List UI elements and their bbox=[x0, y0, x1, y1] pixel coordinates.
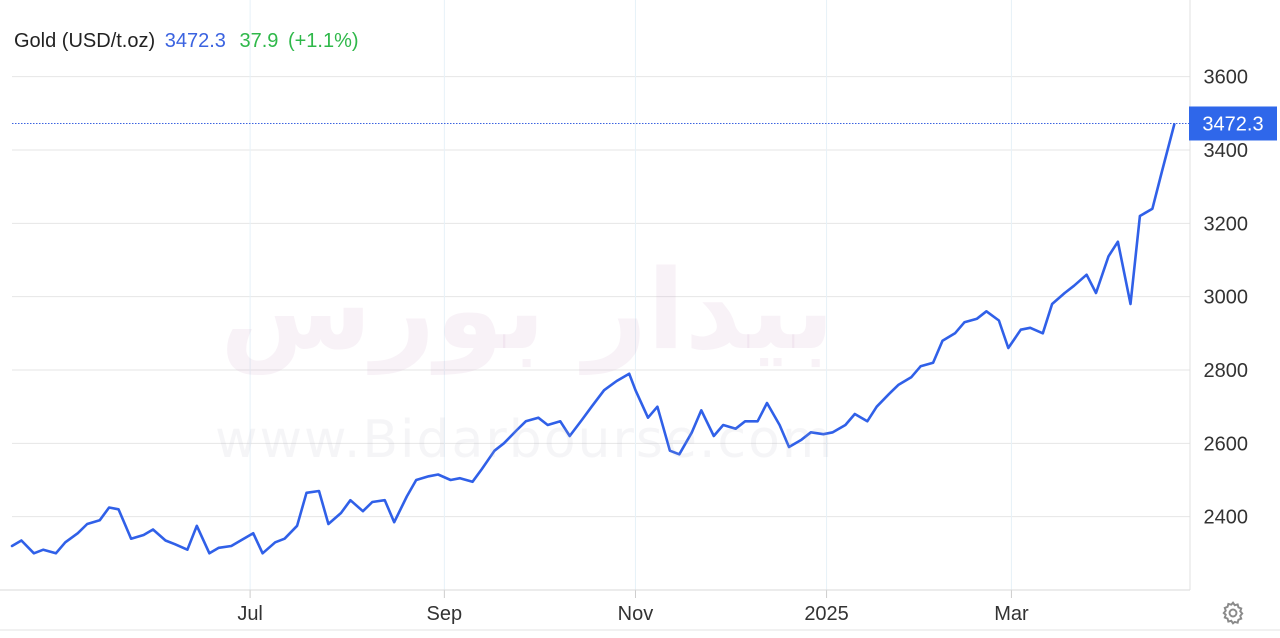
price-change-percent: (+1.1%) bbox=[287, 30, 359, 52]
series-line bbox=[10, 123, 1176, 555]
tag-layer: 3472.3 bbox=[12, 106, 1277, 141]
y-tick-label: 2400 bbox=[1204, 507, 1249, 529]
last-price-label: 3472.3 bbox=[1202, 113, 1263, 135]
y-tick-label: 2600 bbox=[1204, 433, 1249, 455]
y-tick-label: 3000 bbox=[1204, 287, 1249, 309]
last-price-tag bbox=[1189, 106, 1277, 141]
x-tick-label: 2025 bbox=[804, 603, 849, 625]
y-tick-label: 3200 bbox=[1204, 213, 1249, 235]
gear-icon[interactable] bbox=[1220, 600, 1246, 626]
y-tick-label: 3400 bbox=[1204, 140, 1249, 162]
instrument-title: Gold (USD/t.oz) bbox=[14, 30, 156, 52]
current-price: 3472.3 bbox=[164, 30, 226, 52]
x-tick-label: Sep bbox=[427, 603, 463, 625]
chart-header: Gold (USD/t.oz) 3472.3 37.9 (+1.1%) bbox=[14, 30, 359, 53]
y-tick-label: 2800 bbox=[1204, 360, 1249, 382]
series-layer bbox=[10, 123, 1176, 555]
y-tick-label: 3600 bbox=[1204, 67, 1249, 89]
x-tick-label: Mar bbox=[994, 603, 1029, 625]
x-tick-label: Jul bbox=[237, 603, 263, 625]
price-change: 37.9 bbox=[239, 30, 279, 52]
x-tick-label: Nov bbox=[618, 603, 654, 625]
grid-layer bbox=[12, 0, 1190, 590]
